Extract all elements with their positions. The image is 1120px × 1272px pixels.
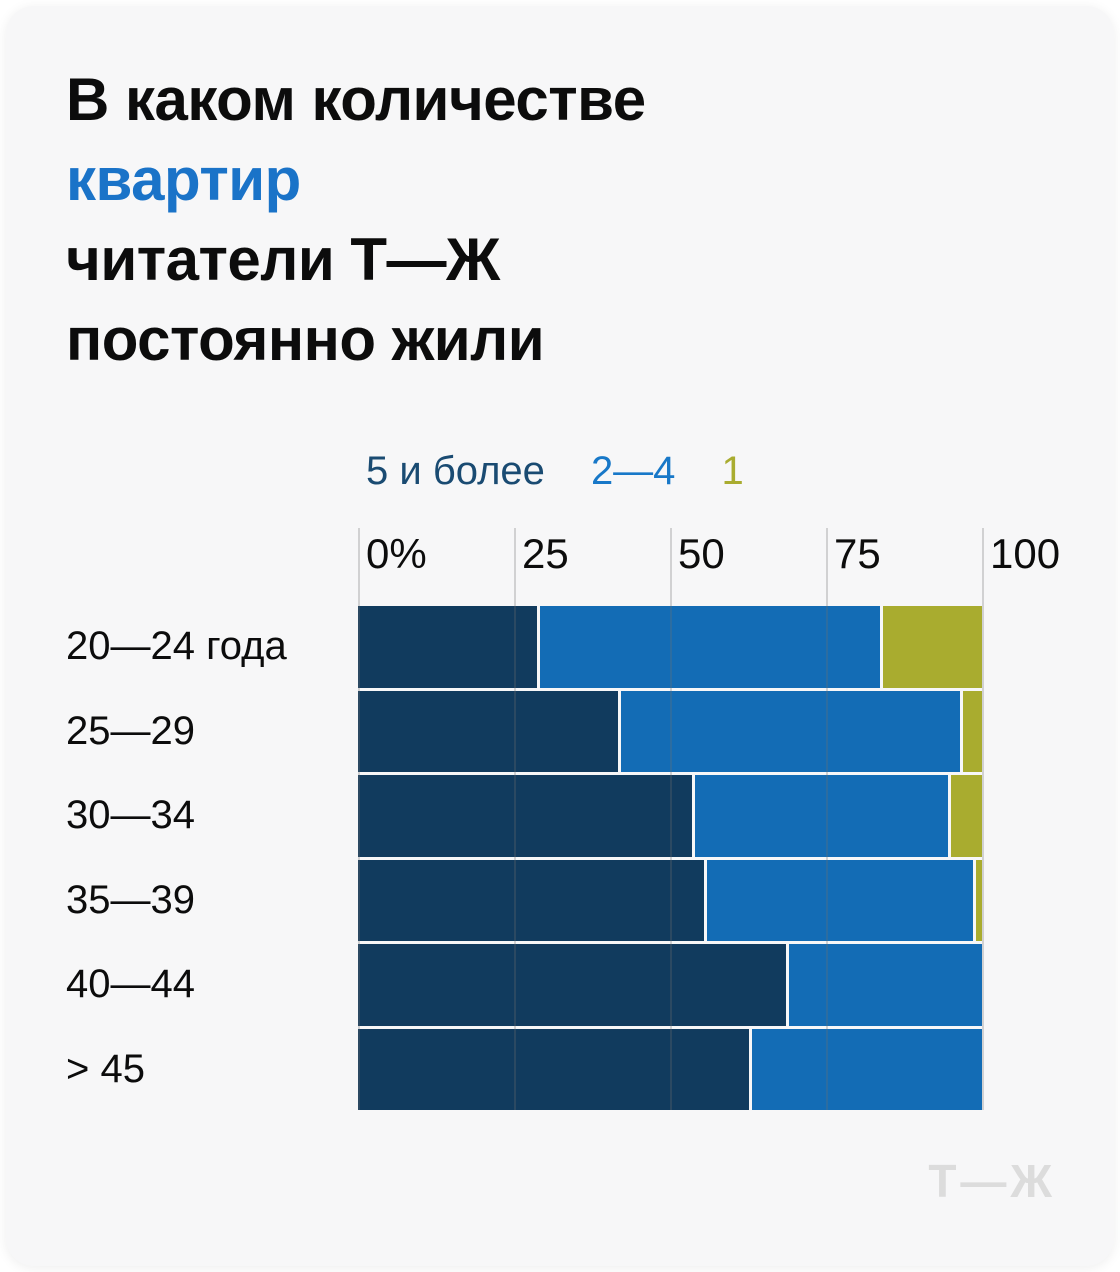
infographic-card: В каком количестве квартир читатели Т—Ж … (6, 6, 1114, 1266)
category-label-5: > 45 (66, 1046, 145, 1091)
legend-item-1: 2—4 (590, 449, 676, 493)
chart-title: В каком количестве квартир читатели Т—Ж … (66, 60, 1026, 380)
bar-segment (358, 606, 538, 688)
bar-row-2 (358, 775, 982, 857)
bar-segment (789, 944, 982, 1026)
category-label-1: 25—29 (66, 708, 195, 753)
bar-row-3 (358, 859, 982, 941)
category-label-2: 30—34 (66, 793, 195, 838)
legend-item-0: 5 и более (366, 449, 545, 493)
bar-segment (358, 690, 618, 772)
legend-item-2: 1 (721, 449, 744, 493)
bar-segment (358, 944, 787, 1026)
bar-row-0 (358, 606, 982, 688)
title-line-2-highlight: квартир (66, 146, 301, 213)
bar-segment (883, 606, 982, 688)
legend: 5 и более 2—4 1 (366, 448, 744, 494)
bar-segment (694, 775, 949, 857)
category-label-3: 35—39 (66, 877, 195, 922)
title-line-3: читатели Т—Ж (66, 226, 500, 293)
bar-segment (963, 690, 983, 772)
bar-row-4 (358, 944, 982, 1026)
category-label-4: 40—44 (66, 962, 195, 1007)
x-tick-label-100: 100 (990, 530, 1061, 577)
tj-logo: Т—Ж (928, 1155, 1056, 1207)
bar-segment (975, 859, 982, 941)
bar-segment (707, 859, 973, 941)
x-axis-ticks: 0% 25 50 75 100 (6, 530, 1120, 578)
stacked-bars (358, 606, 983, 1110)
x-tick-label-50: 50 (678, 530, 725, 577)
bar-segment (951, 775, 982, 857)
x-tick-label-75: 75 (834, 530, 881, 577)
bar-segment (358, 1028, 750, 1110)
x-tick-label-25: 25 (522, 530, 569, 577)
category-label-0: 20—24 года (66, 624, 287, 669)
bar-segment (358, 775, 692, 857)
bar-segment (540, 606, 881, 688)
category-axis: 20—24 года 25—29 30—34 35—39 40—44 > 45 (66, 606, 346, 1110)
title-line-4: постоянно жили (66, 306, 545, 373)
x-tick-label-0: 0% (366, 530, 427, 577)
bar-segment (358, 859, 705, 941)
bar-segment (620, 690, 961, 772)
bar-row-5 (358, 1028, 982, 1110)
title-line-1: В каком количестве (66, 66, 646, 133)
bar-row-1 (358, 690, 983, 772)
gridline-100 (982, 528, 984, 1110)
bar-segment (752, 1028, 982, 1110)
